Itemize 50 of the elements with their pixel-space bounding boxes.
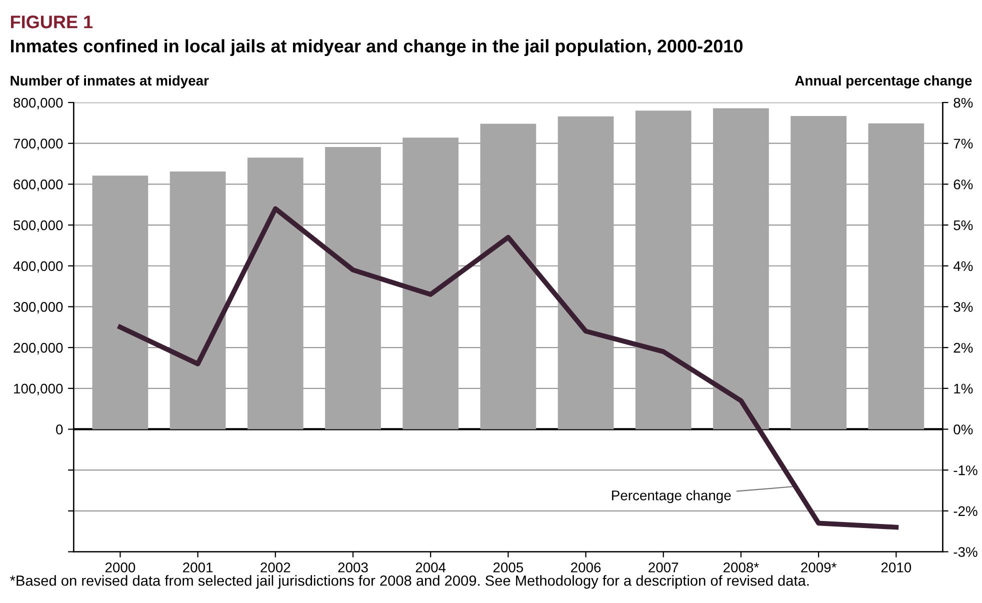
y-tick-label: 500,000 <box>14 220 63 232</box>
y2-tick-label: 8% <box>954 98 973 108</box>
y2-tick-label: 6% <box>954 180 973 190</box>
y-tick-label: 0 <box>56 424 63 434</box>
y-tick-label: 400,000 <box>13 261 63 273</box>
y2-axis-title: Annual percentage change <box>795 75 972 88</box>
bar <box>868 123 924 430</box>
x-tick-label: 2007 <box>648 562 678 572</box>
chart-title: FIGURE 1 <box>11 16 93 28</box>
y2-tick-label: 3% <box>954 302 973 312</box>
text: *Based on revised data from selected jail jurisdictions for 2008 and 2009. See Methodology for a description of revised data. <box>10 575 809 589</box>
line-series <box>118 206 899 530</box>
bar <box>325 147 381 430</box>
bar <box>402 138 459 430</box>
y2-tick-label: -1% <box>954 465 978 476</box>
y2-tick-label: -3% <box>954 547 978 557</box>
x-tick-label: 2006 <box>571 562 601 572</box>
x-tick-label: 2004 <box>416 562 446 572</box>
bar <box>790 116 846 430</box>
y2-tick-label: 5% <box>954 220 973 230</box>
y2-tick-label: -2% <box>954 506 978 516</box>
x-tick-label: 2003 <box>338 562 368 572</box>
bar <box>635 110 692 430</box>
x-tick-label: 2005 <box>493 562 524 572</box>
y2-tick-label: 1% <box>954 384 973 394</box>
bar <box>480 124 536 430</box>
bar <box>247 158 304 430</box>
x-tick-label: 2000 <box>105 562 136 572</box>
x-tick-label: 2008* <box>724 562 759 572</box>
y2-tick-label: 0% <box>954 424 973 434</box>
y-tick-label: 600,000 <box>14 180 63 191</box>
x-tick-label: 2010 <box>881 562 912 572</box>
y-tick-label: 100,000 <box>14 384 63 396</box>
y2-tick-label: 4% <box>953 261 973 271</box>
y-tick-label: 800,000 <box>14 98 63 110</box>
bar <box>92 176 148 430</box>
chart-subtitle: Inmates confined in local jails at midyear and change in the jail population, 2000-2010 <box>11 39 743 56</box>
y-tick-label: 200,000 <box>14 342 63 354</box>
y2-tick-label: 7% <box>954 138 973 148</box>
x-tick-label: 2009* <box>801 562 837 572</box>
x-tick-label: 2001 <box>183 562 213 572</box>
x-tick-label: 2002 <box>260 562 290 572</box>
y-tick-label: 700,000 <box>14 138 63 150</box>
text: Percentage change <box>612 490 731 504</box>
bar <box>558 116 614 430</box>
y2-tick-label: 2% <box>954 342 973 353</box>
bar <box>713 108 769 430</box>
bar <box>170 172 226 430</box>
y-axis-title: Number of inmates at midyear <box>10 75 209 88</box>
y-tick-label: 300,000 <box>14 302 63 314</box>
